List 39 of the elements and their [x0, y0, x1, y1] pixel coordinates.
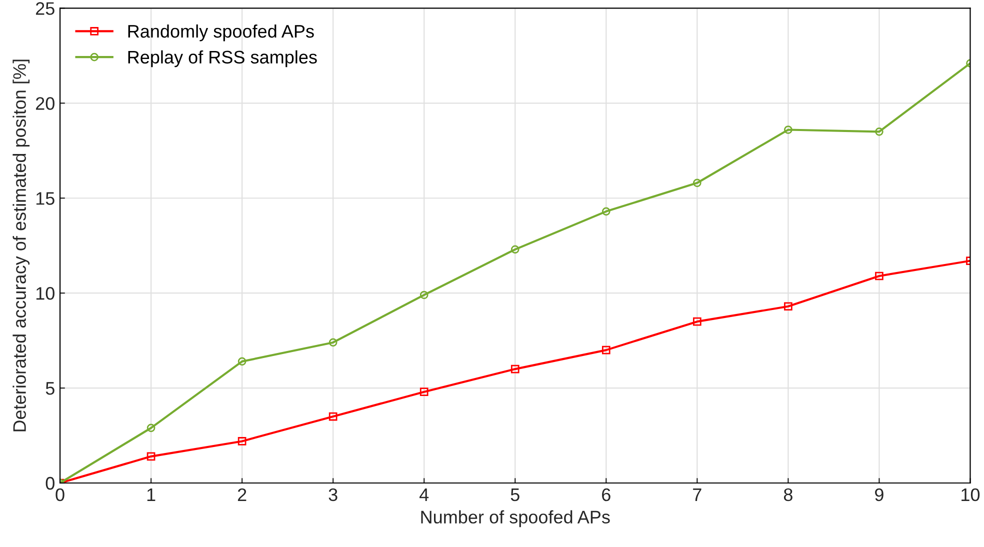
point [784, 302, 792, 311]
y-axis-title: Deteriorated accuracy of estimated positon [%] [12, 60, 30, 432]
x-tick-label: 10 [962, 488, 980, 502]
point [420, 388, 428, 396]
x-tick-label: 8 [784, 488, 792, 502]
point [602, 207, 610, 216]
legend-label: Randomly spoofed APs [128, 24, 314, 42]
x-tick-label: 0 [56, 488, 64, 502]
point [146, 424, 156, 432]
point [875, 272, 884, 280]
y-tick-label: 20 [36, 97, 54, 110]
point [510, 364, 520, 374]
x-tick-label: 7 [693, 488, 702, 501]
point [238, 357, 246, 366]
point [784, 126, 792, 134]
point [602, 346, 610, 354]
point [692, 317, 702, 326]
x-axis-title: Number of spoofed APs [421, 510, 610, 528]
y-tick-label: 10 [36, 287, 54, 300]
x-tick-label: 6 [602, 488, 610, 502]
y-tick-label: 5 [46, 382, 54, 395]
x-tick-label: 2 [238, 488, 246, 501]
legend-label: Replay of RSS samples [128, 50, 317, 68]
point [875, 127, 884, 136]
y-tick-label: 15 [36, 192, 54, 205]
x-tick-label: 5 [510, 488, 520, 502]
x-tick-label: 1 [147, 488, 156, 501]
point [420, 290, 428, 300]
y-tick-label: 25 [36, 2, 54, 15]
x-tick-label: 3 [328, 488, 338, 502]
point [328, 412, 338, 421]
point [238, 437, 246, 446]
y-tick-label: 0 [46, 476, 54, 490]
x-tick-label: 4 [420, 488, 429, 501]
point [146, 452, 156, 461]
point [510, 245, 520, 254]
point [328, 338, 338, 347]
point [692, 178, 702, 188]
x-tick-label: 9 [875, 488, 884, 502]
